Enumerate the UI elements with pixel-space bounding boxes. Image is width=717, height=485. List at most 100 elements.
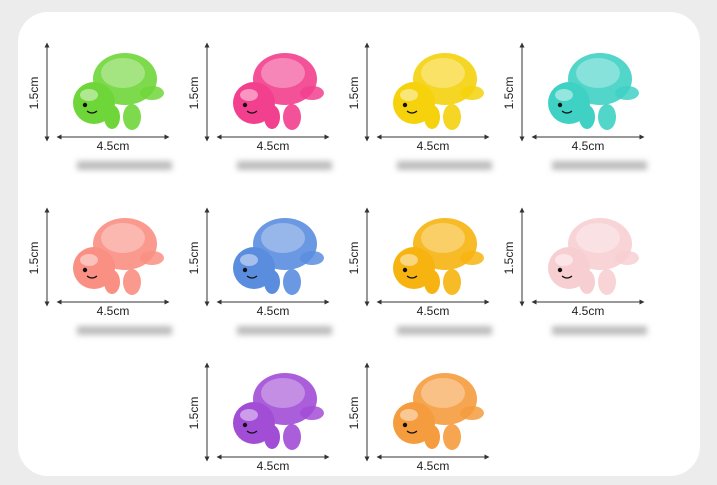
product-cell: 1.5cm 4.5cm xyxy=(347,42,492,170)
turtle-leg xyxy=(123,104,141,130)
head-shine xyxy=(400,89,418,101)
turtle-eye xyxy=(242,267,248,273)
width-label: 4.5cm xyxy=(417,139,450,153)
product-cell: 1.5cm 4.5cm xyxy=(187,207,332,335)
width-label: 4.5cm xyxy=(572,139,605,153)
turtle-head xyxy=(548,247,590,289)
turtle-smile xyxy=(406,275,418,279)
height-label: 1.5cm xyxy=(187,242,201,275)
turtle-head xyxy=(393,82,435,124)
shell-shine xyxy=(101,223,145,253)
turtle-head xyxy=(548,82,590,124)
turtle-leg xyxy=(443,424,461,450)
shell-shine xyxy=(261,223,305,253)
height-label: 1.5cm xyxy=(347,397,361,430)
turtle-leg xyxy=(443,104,461,130)
turtle-eye xyxy=(82,267,88,273)
turtle xyxy=(548,53,639,130)
product-cell: 1.5cm 4.5cm xyxy=(187,42,332,170)
turtle-smile xyxy=(406,110,418,114)
turtle xyxy=(393,53,484,130)
width-label: 4.5cm xyxy=(417,304,450,318)
head-shine xyxy=(555,254,573,266)
turtle-leg xyxy=(598,269,616,295)
turtle-smile xyxy=(246,275,258,279)
blurred-caption xyxy=(552,326,647,335)
height-label: 1.5cm xyxy=(27,242,41,275)
height-label: 1.5cm xyxy=(502,77,516,110)
turtle-head xyxy=(233,402,275,444)
panel xyxy=(18,12,700,476)
turtle-smile xyxy=(561,275,573,279)
blurred-caption xyxy=(237,326,332,335)
turtle-smile xyxy=(246,430,258,434)
turtle xyxy=(73,218,164,295)
turtle-eye xyxy=(242,102,248,108)
turtle-smile xyxy=(406,430,418,434)
turtle-smile xyxy=(561,110,573,114)
shell-shine xyxy=(261,378,305,408)
head-shine xyxy=(240,89,258,101)
blurred-caption xyxy=(552,161,647,170)
width-label: 4.5cm xyxy=(97,304,130,318)
turtle-head xyxy=(393,247,435,289)
turtle-leg xyxy=(443,269,461,295)
width-label: 4.5cm xyxy=(97,139,130,153)
turtle-leg xyxy=(283,269,301,295)
product-cell: 1.5cm 4.5cm xyxy=(27,207,172,335)
height-label: 1.5cm xyxy=(347,77,361,110)
shell-shine xyxy=(261,58,305,88)
turtle xyxy=(233,218,324,295)
turtle xyxy=(548,218,639,295)
product-cell: 1.5cm 4.5cm xyxy=(347,207,492,335)
turtle-head xyxy=(73,247,115,289)
width-label: 4.5cm xyxy=(257,459,290,473)
shell-shine xyxy=(576,223,620,253)
turtle-eye xyxy=(402,422,408,428)
turtle-leg xyxy=(283,104,301,130)
turtle-leg xyxy=(283,424,301,450)
height-label: 1.5cm xyxy=(347,242,361,275)
blurred-caption xyxy=(77,161,172,170)
blurred-caption xyxy=(397,161,492,170)
height-label: 1.5cm xyxy=(187,77,201,110)
head-shine xyxy=(400,254,418,266)
width-label: 4.5cm xyxy=(572,304,605,318)
product-cell: 1.5cm 4.5cm xyxy=(502,207,647,335)
head-shine xyxy=(240,409,258,421)
blurred-caption xyxy=(77,326,172,335)
turtle-eye xyxy=(402,102,408,108)
turtle-smile xyxy=(246,110,258,114)
width-label: 4.5cm xyxy=(417,459,450,473)
product-cell: 1.5cm 4.5cm xyxy=(347,362,490,473)
shell-shine xyxy=(576,58,620,88)
turtle xyxy=(233,373,324,450)
shell-shine xyxy=(101,58,145,88)
shell-shine xyxy=(421,58,465,88)
turtle-leg xyxy=(598,104,616,130)
turtle-head xyxy=(393,402,435,444)
blurred-caption xyxy=(397,326,492,335)
turtle-head xyxy=(233,82,275,124)
head-shine xyxy=(555,89,573,101)
height-label: 1.5cm xyxy=(27,77,41,110)
shell-shine xyxy=(421,223,465,253)
turtle-eye xyxy=(402,267,408,273)
shell-shine xyxy=(421,378,465,408)
product-cell: 1.5cm 4.5cm xyxy=(187,362,330,473)
turtle-head xyxy=(73,82,115,124)
width-label: 4.5cm xyxy=(257,304,290,318)
turtle-eye xyxy=(557,267,563,273)
head-shine xyxy=(80,89,98,101)
turtle xyxy=(393,373,484,450)
head-shine xyxy=(400,409,418,421)
width-label: 4.5cm xyxy=(257,139,290,153)
product-cell: 1.5cm 4.5cm xyxy=(27,42,172,170)
product-cell: 1.5cm 4.5cm xyxy=(502,42,647,170)
turtle-eye xyxy=(82,102,88,108)
height-label: 1.5cm xyxy=(502,242,516,275)
turtle-head xyxy=(233,247,275,289)
turtle xyxy=(73,53,164,130)
